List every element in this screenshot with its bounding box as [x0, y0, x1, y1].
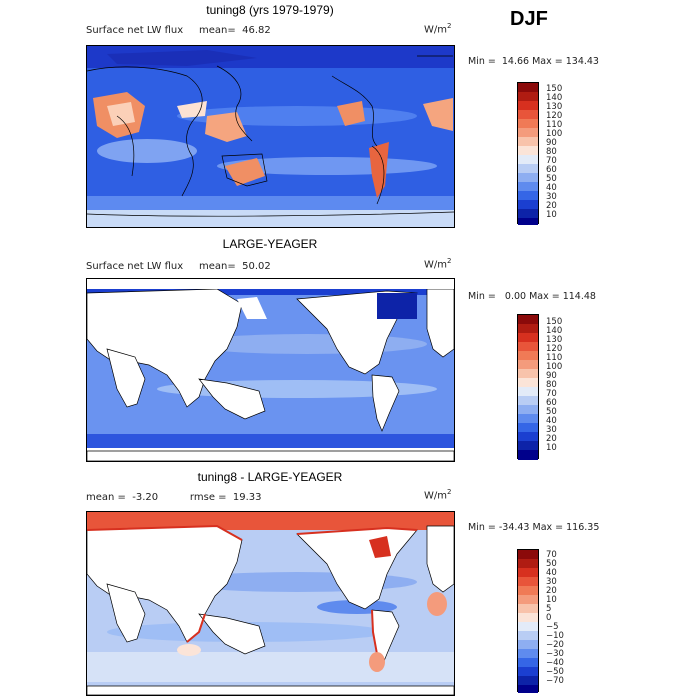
cbar3-tick: 70	[546, 550, 557, 560]
cbar2-tick: 150	[546, 317, 563, 327]
cbar1-tick: 10	[546, 210, 557, 220]
cbar2-tick: 140	[546, 326, 563, 336]
cbar1-tick: 60	[546, 165, 557, 175]
cbar2-tick: 20	[546, 434, 557, 444]
panel-3-units: W/m2	[424, 488, 452, 502]
cbar2-tick: 10	[546, 443, 557, 453]
cbar3-tick: 40	[546, 568, 557, 578]
panel-1-map	[86, 45, 455, 228]
cbar3-tick: 50	[546, 559, 557, 569]
cbar3-tick: 5	[546, 604, 552, 614]
cbar2-tick: 100	[546, 362, 563, 372]
cbar2-tick: 30	[546, 425, 557, 435]
panel-2-map	[86, 278, 455, 462]
cbar1-tick: 20	[546, 201, 557, 211]
panel-2-title: LARGE-YEAGER	[222, 237, 318, 251]
cbar1-tick: 120	[546, 111, 563, 121]
panel-2-units: W/m2	[424, 257, 452, 271]
cbar1-tick: 90	[546, 138, 557, 148]
panel-2-colorbar-labels: 150 140 130 120 110 100 90 80 70 60 50 4…	[546, 318, 576, 460]
panel-2-subtitle: Surface net LW flux mean= 50.02	[86, 261, 271, 272]
panel-3-colorbar	[517, 549, 539, 693]
panel-1-colorbar-labels: 150 140 130 120 110 100 90 80 70 60 50 4…	[546, 85, 576, 225]
cbar2-tick: 70	[546, 389, 557, 399]
panel-3-minmax: Min = -34.43 Max = 116.35	[468, 522, 600, 533]
panel-2-minmax: Min = 0.00 Max = 114.48	[468, 291, 596, 302]
cbar1-tick: 30	[546, 192, 557, 202]
cbar1-tick: 80	[546, 147, 557, 157]
cbar2-tick: 40	[546, 416, 557, 426]
cbar3-tick: 0	[546, 613, 552, 623]
season-label: DJF	[510, 8, 548, 30]
cbar1-tick: 50	[546, 174, 557, 184]
cbar1-tick: 70	[546, 156, 557, 166]
cbar3-tick: 30	[546, 577, 557, 587]
panel-1-title: tuning8 (yrs 1979-1979)	[206, 3, 334, 17]
cbar2-tick: 80	[546, 380, 557, 390]
cbar3-tick: −40	[546, 658, 564, 668]
cbar2-tick: 130	[546, 335, 563, 345]
cbar2-tick: 120	[546, 344, 563, 354]
panel-1-units: W/m2	[424, 22, 452, 36]
cbar3-tick: −50	[546, 667, 564, 677]
cbar1-tick: 40	[546, 183, 557, 193]
cbar1-tick: 100	[546, 129, 563, 139]
cbar2-tick: 60	[546, 398, 557, 408]
cbar1-tick: 140	[546, 93, 563, 103]
cbar3-tick: 10	[546, 595, 557, 605]
panel-3-title: tuning8 - LARGE-YEAGER	[197, 470, 343, 484]
panel-2-colorbar	[517, 314, 539, 460]
panel-1-minmax: Min = 14.66 Max = 134.43	[468, 56, 599, 67]
cbar1-tick: 130	[546, 102, 563, 112]
cbar2-tick: 50	[546, 407, 557, 417]
cbar3-tick: −30	[546, 649, 564, 659]
cbar3-tick: −70	[546, 676, 564, 686]
cbar1-tick: 110	[546, 120, 563, 130]
cbar1-tick: 150	[546, 84, 563, 94]
cbar3-tick: −5	[546, 622, 559, 632]
panel-1-colorbar	[517, 82, 539, 225]
panel-3-map	[86, 511, 455, 696]
panel-3-colorbar-labels: 70 50 40 30 20 10 5 0 −5 −10 −20 −30 −40…	[546, 551, 580, 693]
cbar2-tick: 110	[546, 353, 563, 363]
cbar2-tick: 90	[546, 371, 557, 381]
cbar3-tick: −10	[546, 631, 564, 641]
cbar3-tick: 20	[546, 586, 557, 596]
cbar3-tick: −20	[546, 640, 564, 650]
panel-1-subtitle: Surface net LW flux mean= 46.82	[86, 25, 271, 36]
panel-3-subtitle: mean = -3.20 rmse = 19.33	[86, 492, 262, 503]
